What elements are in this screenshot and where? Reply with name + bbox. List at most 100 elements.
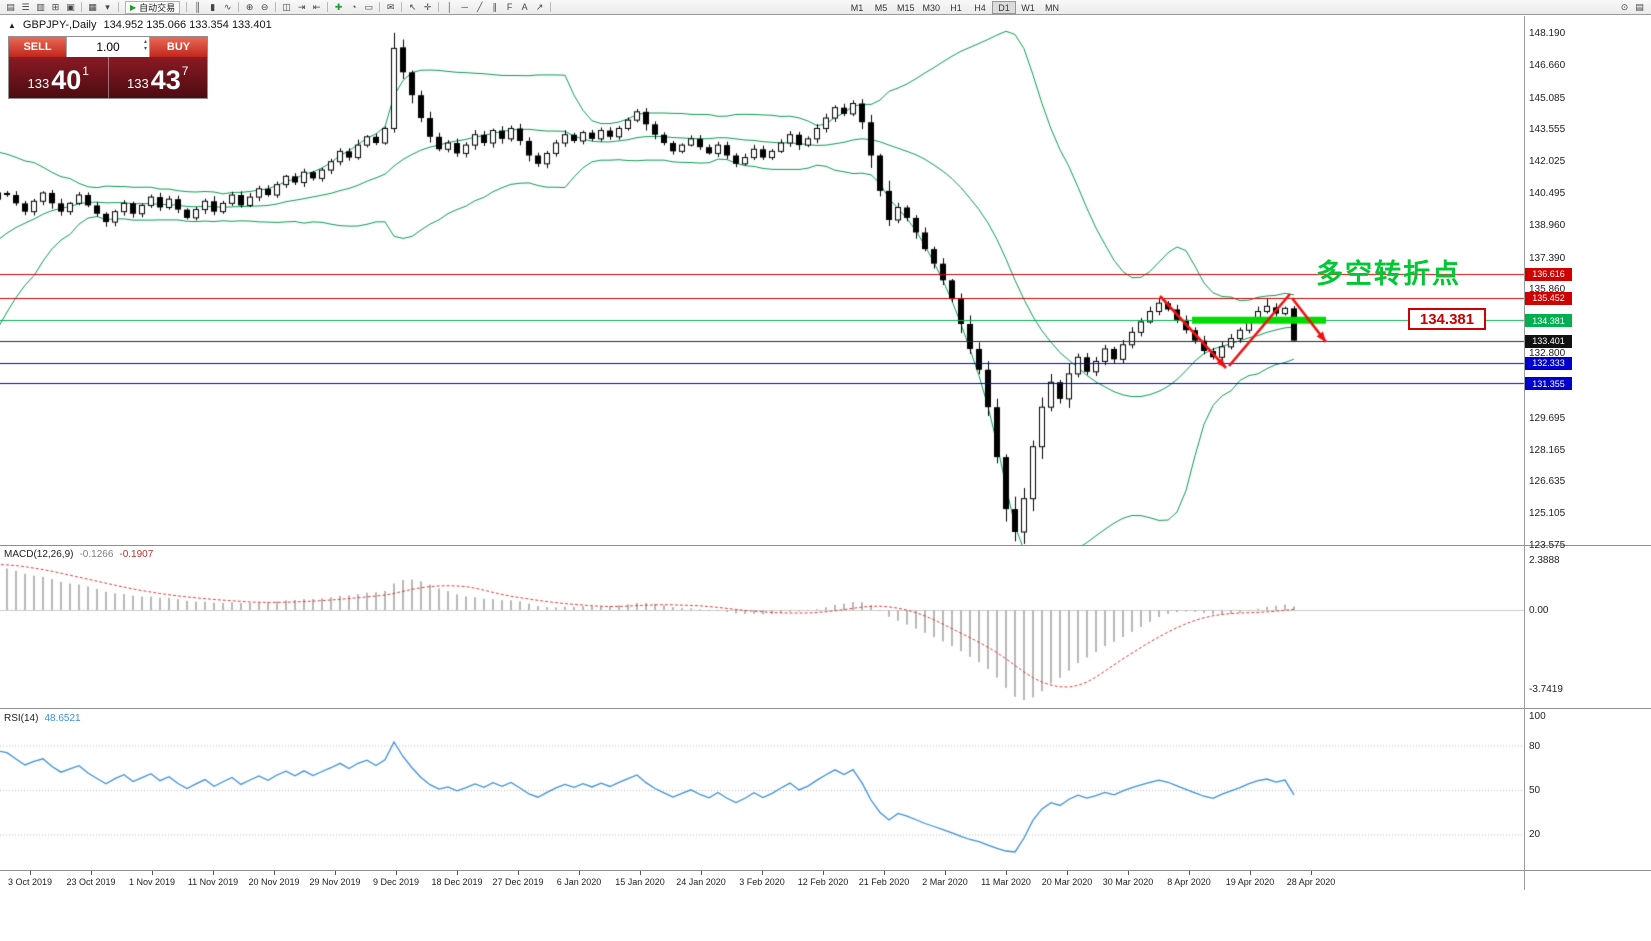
candlestick-chart-icon[interactable]: ▮ xyxy=(210,1,216,12)
time-axis-label: 21 Feb 2020 xyxy=(858,877,910,887)
toolbar-separator xyxy=(550,2,552,12)
line-chart-icon[interactable]: ∿ xyxy=(223,1,232,12)
macd-axis-label: 2.3888 xyxy=(1529,554,1560,566)
price-axis-label: 132.800 xyxy=(1529,348,1566,360)
macd-value-main: -0.1266 xyxy=(79,549,114,560)
channel-icon[interactable]: ∥ xyxy=(492,1,497,12)
fibonacci-icon[interactable]: F xyxy=(506,2,513,12)
time-axis-label: 9 Dec 2019 xyxy=(372,877,420,887)
hline-price-tag: 134.381 xyxy=(1525,314,1572,328)
profiles-icon[interactable]: ▾ xyxy=(105,1,110,12)
rsi-value: 48.6521 xyxy=(44,713,81,724)
navigator-icon[interactable]: ⊞ xyxy=(51,1,60,12)
new-order-icon[interactable]: ▤ xyxy=(6,1,15,12)
new-chart-icon[interactable]: ▦ xyxy=(88,1,97,12)
macd-name: MACD(12,26,9) xyxy=(4,549,74,560)
time-axis-tick xyxy=(457,871,458,875)
chart-shift-icon[interactable]: ⇤ xyxy=(312,1,321,12)
time-axis-label: 20 Nov 2019 xyxy=(248,877,300,887)
timeframe-h4[interactable]: H4 xyxy=(974,2,986,13)
crosshair-icon[interactable]: ✛ xyxy=(423,1,432,12)
symbol-name: GBPJPY-,Daily xyxy=(22,19,97,31)
time-axis-border xyxy=(0,870,1651,871)
rsi-indicator-label: RSI(14) 48.6521 xyxy=(4,713,81,724)
market-watch-icon[interactable]: ☰ xyxy=(21,1,30,12)
time-axis-tick xyxy=(823,871,824,875)
volume-down-button[interactable]: ▾ xyxy=(143,46,147,52)
zoom-in-icon[interactable]: ⊕ xyxy=(245,1,254,12)
timeframe-m15[interactable]: M15 xyxy=(897,2,915,13)
autotrade-button[interactable]: ▶ 自动交易 xyxy=(125,0,181,14)
timeframe-h1[interactable]: H1 xyxy=(950,2,962,13)
auto-scroll-icon[interactable]: ⇥ xyxy=(297,1,306,12)
buy-price[interactable]: 133 43 7 xyxy=(107,57,208,98)
time-axis-tick xyxy=(274,871,275,875)
tile-windows-icon[interactable]: ◫ xyxy=(282,1,291,12)
time-axis-label: 11 Nov 2019 xyxy=(187,877,239,887)
search-icon[interactable]: ⊙ xyxy=(1620,1,1629,12)
terminal-icon[interactable]: ▣ xyxy=(66,1,75,12)
cursor-icon[interactable]: ↖ xyxy=(408,1,417,12)
toolbar-separator xyxy=(438,2,440,12)
macd-axis-label: 0.00 xyxy=(1529,605,1549,616)
sell-price-big: 40 xyxy=(51,65,82,95)
buy-price-prefix: 133 xyxy=(127,76,149,91)
price-axis-label: 129.695 xyxy=(1529,412,1566,424)
time-axis-tick xyxy=(762,871,763,875)
mail-icon[interactable]: ✉ xyxy=(386,1,395,12)
time-axis-tick xyxy=(1067,871,1068,875)
time-axis-label: 15 Jan 2020 xyxy=(615,877,665,887)
periods-menu-icon[interactable]: ◔ xyxy=(350,2,357,12)
volume-input[interactable] xyxy=(80,40,136,54)
annotation-text: 多空转折点 xyxy=(1316,259,1461,289)
one-click-toggle-icon[interactable]: ▲ xyxy=(8,20,16,30)
vertical-line-icon[interactable]: │ xyxy=(446,2,453,12)
zoom-out-icon[interactable]: ⊖ xyxy=(260,1,269,12)
bars-chart-icon[interactable]: ║ xyxy=(194,2,201,12)
time-axis-tick xyxy=(1128,871,1129,875)
time-axis-tick xyxy=(1311,871,1312,875)
timeframe-m5[interactable]: M5 xyxy=(874,2,888,13)
timeframe-mn[interactable]: MN xyxy=(1045,2,1060,13)
price-axis-label: 146.660 xyxy=(1529,59,1566,71)
trendline-icon[interactable]: ╱ xyxy=(476,1,483,12)
time-axis-tick xyxy=(884,871,885,875)
rsi-name: RSI(14) xyxy=(4,713,39,724)
time-axis-tick xyxy=(579,871,580,875)
toolbar-separator xyxy=(401,2,403,12)
toolbar-separator xyxy=(186,2,188,12)
data-window-icon[interactable]: ▥ xyxy=(36,1,45,12)
price-axis-label: 140.495 xyxy=(1529,188,1566,200)
price-axis-label: 142.025 xyxy=(1529,156,1566,168)
hline-price-tag: 135.452 xyxy=(1525,291,1572,305)
pane-separator-rsi[interactable] xyxy=(0,708,1651,709)
volume-field[interactable]: ▴ ▾ xyxy=(66,37,150,57)
time-axis-tick xyxy=(335,871,336,875)
time-axis-tick xyxy=(1250,871,1251,875)
price-axis-border xyxy=(1524,16,1525,890)
indicators-add-icon[interactable]: ✚ xyxy=(334,1,343,12)
sell-price[interactable]: 133 40 1 xyxy=(9,57,108,98)
autotrade-label: 自动交易 xyxy=(139,2,176,13)
buy-button[interactable]: BUY xyxy=(150,37,207,57)
price-axis-label: 148.190 xyxy=(1529,28,1566,39)
autotrade-play-icon: ▶ xyxy=(130,2,137,12)
pane-separator-macd[interactable] xyxy=(0,545,1651,546)
panels-icon[interactable]: ▤ xyxy=(1635,1,1644,12)
arrows-icon[interactable]: ↗ xyxy=(535,1,544,12)
timeframe-m1[interactable]: M1 xyxy=(850,2,864,13)
volume-up-button[interactable]: ▴ xyxy=(143,39,147,45)
hline-price-tag: 132.333 xyxy=(1525,356,1572,370)
timeframe-d1[interactable]: D1 xyxy=(992,1,1017,14)
horizontal-line-icon[interactable]: ─ xyxy=(461,2,468,12)
sell-button[interactable]: SELL xyxy=(9,37,66,57)
timeframe-m30[interactable]: M30 xyxy=(922,2,941,13)
timeframe-w1[interactable]: W1 xyxy=(1021,2,1035,13)
time-axis-label: 2 Mar 2020 xyxy=(922,877,968,887)
text-label-icon[interactable]: A xyxy=(521,2,528,12)
time-axis-label: 3 Oct 2019 xyxy=(7,877,53,887)
toolbar-separator xyxy=(81,2,82,12)
price-axis-label: 135.860 xyxy=(1529,284,1566,296)
templates-icon[interactable]: ▭ xyxy=(364,1,373,12)
